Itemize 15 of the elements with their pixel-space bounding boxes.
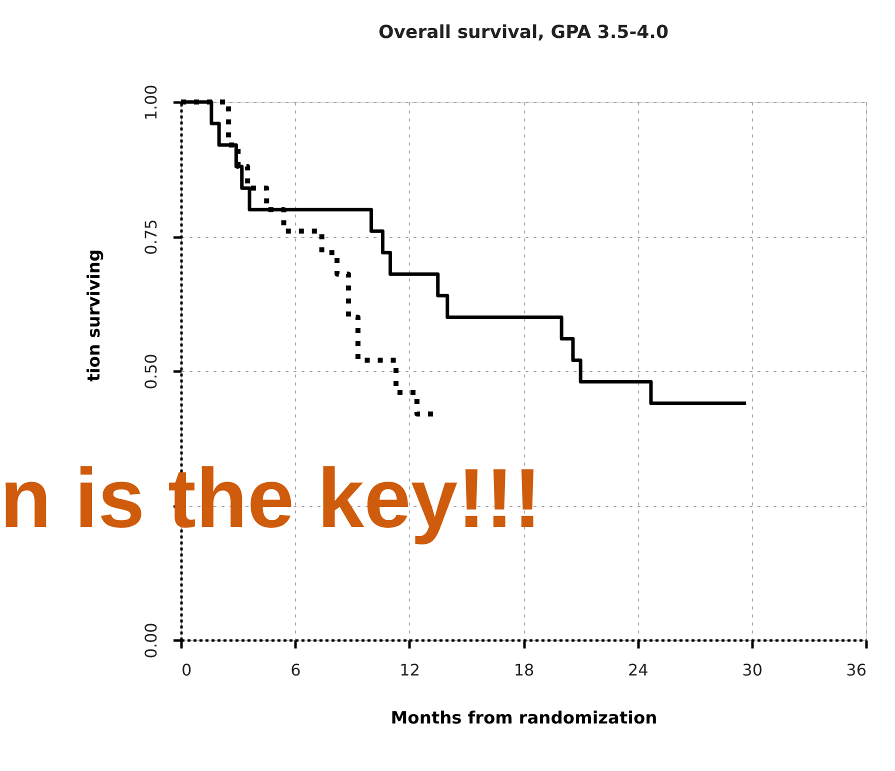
- y-axis-title: tion surviving: [84, 249, 104, 382]
- x-tick-label: 30: [742, 660, 763, 680]
- x-tick-label: 0: [182, 660, 192, 680]
- x-tick-label: 6: [290, 660, 301, 680]
- x-tick-label: 18: [514, 660, 534, 680]
- y-tick-label: 0.75: [142, 219, 160, 255]
- y-tick-label: 1.00: [142, 84, 160, 120]
- x-tick-label: 24: [628, 660, 648, 680]
- x-tick-label: 36: [846, 660, 866, 680]
- chart-title: Overall survival, GPA 3.5-4.0: [378, 22, 669, 44]
- x-tick-label: 12: [400, 660, 420, 680]
- annotation: n is the key!!!: [0, 451, 542, 545]
- x-axis-title: Months from randomization: [390, 708, 658, 728]
- y-tick-label: 0.50: [142, 354, 160, 390]
- y-tick-label: 0.00: [142, 622, 160, 658]
